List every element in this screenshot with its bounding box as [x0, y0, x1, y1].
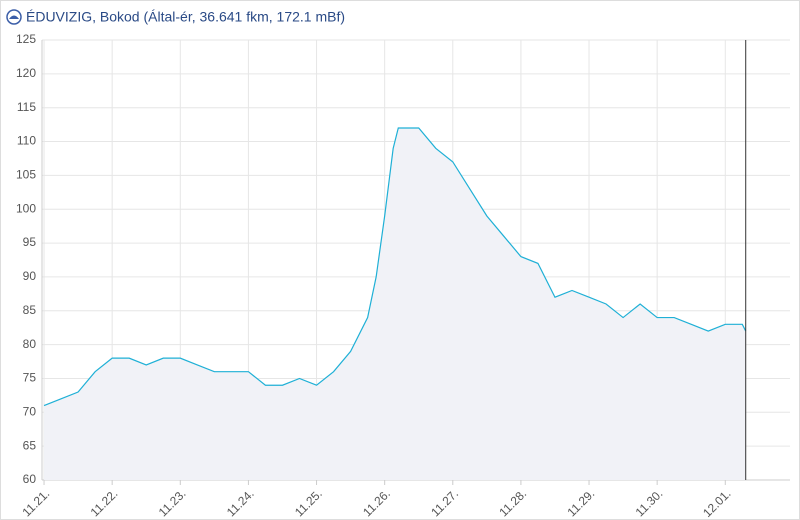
y-tick-label: 85 [23, 303, 37, 317]
y-tick-label: 70 [23, 404, 37, 418]
chart-title: ÉDUVIZIG, Bokod (Által-ér, 36.641 fkm, 1… [26, 9, 345, 25]
y-tick-label: 90 [23, 269, 37, 283]
y-tick-label: 75 [23, 371, 37, 385]
y-tick-label: 105 [16, 168, 36, 182]
y-tick-label: 80 [23, 337, 37, 351]
y-tick-label: 120 [16, 66, 36, 80]
line [43, 127, 747, 407]
logo [6, 9, 22, 25]
area [44, 128, 746, 480]
y-tick-label: 60 [23, 472, 37, 486]
y-tick-label: 125 [16, 32, 36, 46]
y-tick-label: 115 [17, 100, 36, 114]
y-tick-label: 110 [17, 134, 36, 148]
y-tick-label: 95 [23, 235, 37, 249]
y-tick-label: 100 [16, 201, 36, 215]
y-tick-label: 65 [23, 438, 37, 452]
